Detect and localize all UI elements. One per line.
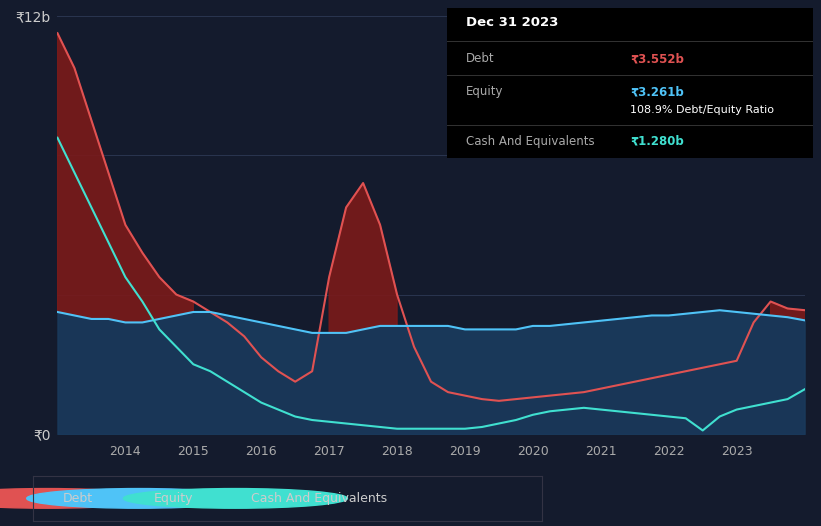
Circle shape (123, 489, 347, 508)
Text: Cash And Equivalents: Cash And Equivalents (250, 492, 387, 505)
Text: Equity: Equity (466, 85, 503, 98)
Text: Debt: Debt (466, 53, 494, 65)
Text: Debt: Debt (62, 492, 93, 505)
Text: Cash And Equivalents: Cash And Equivalents (466, 135, 594, 148)
Text: ₹1.280b: ₹1.280b (631, 135, 684, 148)
Text: Dec 31 2023: Dec 31 2023 (466, 16, 558, 29)
Text: Equity: Equity (154, 492, 194, 505)
Circle shape (27, 489, 250, 508)
Text: ₹3.552b: ₹3.552b (631, 53, 684, 65)
Text: ₹3.261b: ₹3.261b (631, 85, 684, 98)
Circle shape (0, 489, 159, 508)
Text: 108.9% Debt/Equity Ratio: 108.9% Debt/Equity Ratio (631, 105, 774, 115)
